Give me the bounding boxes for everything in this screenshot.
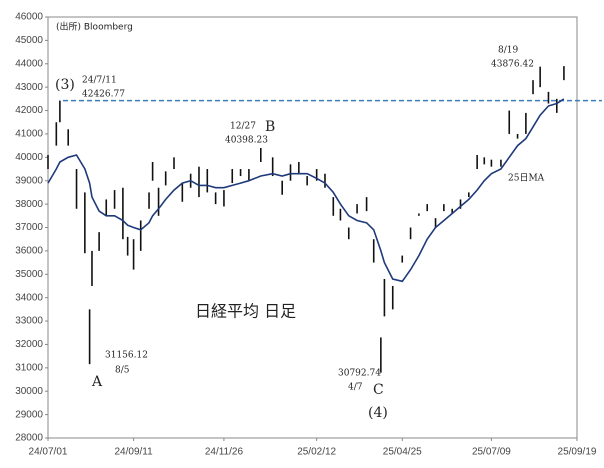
annotation: 4/7 [348, 383, 363, 393]
annotation: 42426.77 [82, 90, 125, 100]
y-tick-label: 38000 [15, 199, 43, 210]
moving-average-line [47, 98, 565, 283]
annotation: (3) [55, 77, 75, 93]
annotation: 31156.12 [105, 351, 148, 361]
y-tick-label: 45000 [15, 35, 43, 46]
y-tick-label: 34000 [15, 292, 43, 303]
x-tick-label: 25/09/19 [558, 447, 597, 458]
annotation: 24/7/11 [82, 76, 117, 86]
y-tick-label: 43000 [15, 82, 43, 93]
y-tick-label: 37000 [15, 222, 43, 233]
annotation: 8/5 [115, 366, 130, 376]
x-tick-label: 25/07/09 [472, 447, 511, 458]
source: (出所) Bloomberg [56, 21, 133, 33]
y-tick-label: 40000 [15, 152, 43, 163]
annotation: 43876.42 [491, 60, 534, 70]
x-tick-label: 24/11/26 [205, 447, 244, 458]
x-tick-label: 24/07/01 [29, 447, 68, 458]
x-tick-label: 24/09/11 [114, 447, 153, 458]
y-tick-label: 39000 [15, 175, 43, 186]
y-tick-label: 44000 [15, 58, 43, 69]
y-tick-label: 30000 [15, 386, 43, 397]
y-tick-label: 46000 [15, 12, 43, 23]
y-tick-label: 35000 [15, 269, 43, 280]
y-tick-label: 28000 [15, 433, 43, 444]
y-tick-label: 33000 [15, 316, 43, 327]
y-tick-label: 31000 [15, 362, 43, 373]
annotation: A [91, 374, 103, 390]
y-tick-label: 32000 [15, 339, 43, 350]
y-tick-label: 29000 [15, 409, 43, 420]
annotation: 25日MA [508, 173, 545, 184]
y-tick-label: 42000 [15, 105, 43, 116]
annotation: C [373, 382, 384, 398]
annotation: B [265, 119, 275, 135]
annotation: 12/27 [230, 122, 256, 132]
x-tick-label: 25/02/12 [297, 447, 336, 458]
x-tick-label: 25/04/25 [383, 447, 422, 458]
annotation: 8/19 [498, 46, 518, 56]
annotation: 30792.74 [338, 369, 381, 379]
y-tick-label: 41000 [15, 129, 43, 140]
annotation: (4) [368, 405, 388, 421]
annotation: 40398.23 [225, 136, 268, 146]
chart-title: 日経平均 日足 [195, 302, 296, 321]
y-tick-label: 36000 [15, 246, 43, 257]
